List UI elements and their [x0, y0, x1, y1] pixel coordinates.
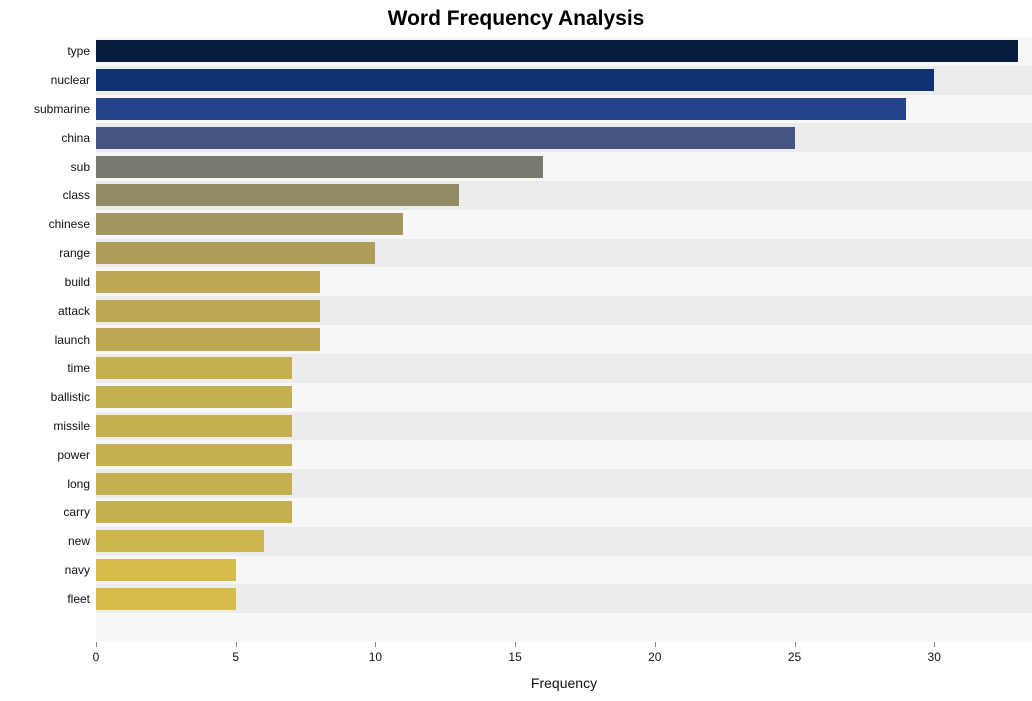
bar — [96, 588, 236, 610]
y-tick-label: build — [0, 275, 90, 289]
plot-area — [96, 37, 1032, 642]
y-tick-label: power — [0, 448, 90, 462]
bar — [96, 357, 292, 379]
y-tick-label: new — [0, 534, 90, 548]
bar — [96, 415, 292, 437]
y-tick-label: carry — [0, 505, 90, 519]
bar — [96, 386, 292, 408]
x-axis-label: Frequency — [96, 675, 1032, 691]
y-tick-label: ballistic — [0, 390, 90, 404]
bar — [96, 40, 1018, 62]
y-tick-label: chinese — [0, 217, 90, 231]
x-tick-label: 30 — [928, 650, 941, 664]
y-tick-label: long — [0, 477, 90, 491]
x-tick — [655, 642, 656, 647]
bar — [96, 300, 320, 322]
y-tick-label: submarine — [0, 102, 90, 116]
y-tick-label: china — [0, 131, 90, 145]
x-tick-label: 10 — [369, 650, 382, 664]
y-tick-label: launch — [0, 333, 90, 347]
y-tick-label: type — [0, 44, 90, 58]
x-tick-label: 20 — [648, 650, 661, 664]
x-tick — [934, 642, 935, 647]
y-tick-label: nuclear — [0, 73, 90, 87]
bar — [96, 98, 906, 120]
y-tick-label: fleet — [0, 592, 90, 606]
y-tick-label: missile — [0, 419, 90, 433]
y-tick-label: navy — [0, 563, 90, 577]
chart-container: Word Frequency Analysis Frequency type nu… — [0, 0, 1032, 701]
y-tick-label: sub — [0, 160, 90, 174]
x-tick — [236, 642, 237, 647]
chart-title: Word Frequency Analysis — [0, 7, 1032, 31]
bar — [96, 184, 459, 206]
x-tick — [795, 642, 796, 647]
x-tick-label: 15 — [508, 650, 521, 664]
y-tick-label: range — [0, 246, 90, 260]
bar — [96, 501, 292, 523]
x-tick — [96, 642, 97, 647]
x-tick — [515, 642, 516, 647]
y-tick-label: attack — [0, 304, 90, 318]
x-tick — [375, 642, 376, 647]
bar — [96, 69, 934, 91]
bar — [96, 127, 795, 149]
bar — [96, 271, 320, 293]
bar — [96, 473, 292, 495]
y-tick-label: time — [0, 361, 90, 375]
bar — [96, 530, 264, 552]
bar — [96, 242, 375, 264]
y-tick-label: class — [0, 188, 90, 202]
x-tick-label: 5 — [232, 650, 239, 664]
x-tick-label: 0 — [93, 650, 100, 664]
bar — [96, 213, 403, 235]
plot-stripe — [96, 584, 1032, 613]
x-tick-label: 25 — [788, 650, 801, 664]
bar — [96, 444, 292, 466]
bar — [96, 559, 236, 581]
bar — [96, 156, 543, 178]
bar — [96, 328, 320, 350]
